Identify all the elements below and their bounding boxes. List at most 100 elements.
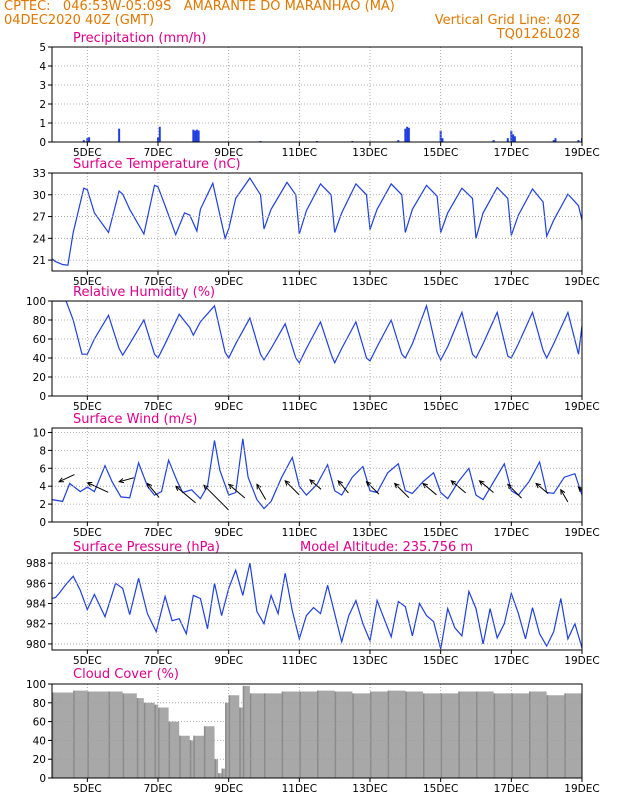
pres-annotation: Model Altitude: 235.756 m: [300, 540, 473, 555]
cloud-bar: [73, 690, 75, 778]
cloud-data: [52, 685, 582, 778]
precip-ytick-label: 1: [39, 118, 46, 130]
wind-ytick-label: 4: [39, 481, 46, 493]
cloud-panel: Cloud Cover (%) 0 20 40 60 80 100 5DEC 7DEC 9DEC 1…: [26, 667, 600, 795]
cloud-bar: [249, 693, 252, 778]
cloud-bar: [511, 693, 513, 778]
cloud-title: Cloud Cover (%): [73, 667, 179, 682]
wind-arrow: [174, 485, 196, 504]
cloud-bar: [221, 768, 224, 778]
cloud-bar: [405, 691, 407, 778]
rh-title: Relative Humidity (%): [73, 285, 215, 300]
cloud-xtick-label: 17DEC: [494, 783, 529, 795]
pres-xtick-label: 15DEC: [423, 655, 458, 667]
cloud-xtick-label: 7DEC: [144, 783, 173, 795]
precip-bar: [397, 140, 400, 142]
rh-ytick-label: 80: [33, 315, 46, 327]
precip-bar: [194, 130, 197, 142]
wind-ytick-label: 6: [39, 463, 46, 475]
rh-xtick-label: 13DEC: [352, 401, 387, 413]
temp-xtick-label: 11DEC: [282, 276, 317, 288]
wind-arrow: [560, 488, 569, 503]
precip-ytick-label: 5: [39, 42, 46, 54]
temp-xtick-label: 15DEC: [423, 276, 458, 288]
pres-line: [52, 562, 582, 650]
pres-xtick-label: 13DEC: [352, 655, 387, 667]
cloud-bar: [281, 691, 284, 778]
rh-ytick-label: 40: [33, 353, 46, 365]
precip-bar: [577, 140, 580, 142]
temp-xtick-label: 19DEC: [564, 276, 599, 288]
rh-xtick-label: 15DEC: [423, 401, 458, 413]
temp-ytick-label: 27: [33, 212, 46, 224]
cloud-bar: [564, 693, 566, 778]
precip-ytick-label: 4: [39, 61, 46, 73]
wind-panel: Surface Wind (m/s) 0 2 4 6 8 10 5DEC 7DEC 9DEC 11D…: [33, 412, 600, 539]
wind-grid: [52, 428, 583, 523]
pres-grid: [52, 553, 583, 650]
temp-xtick-label: 9DEC: [214, 276, 243, 288]
cloud-bar: [264, 693, 266, 778]
temp-panel: Surface Temperature (nC) 21 24 27 30 33 5DEC 7D…: [33, 157, 600, 288]
cloud-bar: [168, 721, 171, 778]
precip-bar: [195, 129, 198, 142]
precip-bar: [441, 138, 444, 142]
pres-ytick-label: 980: [26, 639, 46, 651]
pres-title: Surface Pressure (hPa): [73, 540, 220, 555]
pres-xtick-label: 9DEC: [214, 655, 243, 667]
pres-xtick-label: 19DEC: [564, 655, 599, 667]
precip-bar: [552, 140, 555, 142]
precip-bar: [192, 129, 195, 142]
header-line2-right: Vertical Grid Line: 40Z: [434, 13, 580, 28]
temp-xtick-label: 7DEC: [144, 276, 173, 288]
cloud-bar: [423, 693, 425, 778]
wind-arrow: [577, 486, 582, 492]
cloud-bar: [214, 759, 217, 778]
cloud-bar: [239, 707, 241, 778]
pres-xtick-label: 11DEC: [282, 655, 317, 667]
cloud-xtick-label: 9DEC: [214, 783, 243, 795]
wind-arrow: [422, 482, 437, 496]
temp-xtick-label: 5DEC: [73, 276, 102, 288]
cloud-ytick-label: 0: [39, 773, 46, 785]
cloud-ytick-label: 20: [33, 754, 46, 766]
cloud-bar: [228, 695, 231, 778]
precip-bar: [404, 128, 407, 142]
cloud-bar: [458, 691, 460, 778]
wind-arrow: [203, 484, 230, 511]
pres-ytick-label: 986: [26, 578, 46, 590]
cloud-bar: [122, 693, 125, 778]
cloud-bar: [334, 691, 337, 778]
wind-arrow: [337, 479, 349, 494]
cloud-ytick-label: 80: [33, 698, 46, 710]
precip-bar: [492, 140, 495, 142]
temp-data: [52, 177, 582, 266]
cloud-bar: [108, 691, 111, 778]
cloud-bar: [352, 693, 354, 778]
temp-ytick-label: 33: [33, 168, 46, 180]
precip-bar: [439, 130, 442, 142]
precip-ytick-label: 2: [39, 99, 46, 111]
cloud-bar: [546, 695, 549, 778]
temp-xtick-label: 17DEC: [494, 276, 529, 288]
header-line2-left: 04DEC2020 40Z (GMT): [4, 13, 155, 28]
wind-arrow: [393, 482, 410, 499]
wind-arrow: [450, 480, 466, 494]
pres-data: [52, 562, 582, 650]
header-line3-right: TQ0126L028: [496, 27, 580, 42]
precip-bar: [88, 137, 91, 142]
cloud-xtick-label: 19DEC: [564, 783, 599, 795]
pres-xtick-label: 17DEC: [494, 655, 529, 667]
cloud-bar: [370, 691, 372, 778]
precip-bar: [506, 138, 509, 142]
rh-xtick-label: 5DEC: [73, 401, 102, 413]
precip-bar: [157, 137, 159, 142]
precip-bar: [513, 136, 516, 142]
cloud-bar: [203, 726, 206, 778]
wind-arrow: [365, 480, 380, 495]
precip-grid: [52, 46, 583, 143]
precip-bar: [158, 126, 161, 142]
precip-xtick-label: 5DEC: [73, 147, 102, 159]
wind-ytick-label: 0: [39, 517, 46, 529]
precip-xtick-label: 19DEC: [564, 147, 599, 159]
